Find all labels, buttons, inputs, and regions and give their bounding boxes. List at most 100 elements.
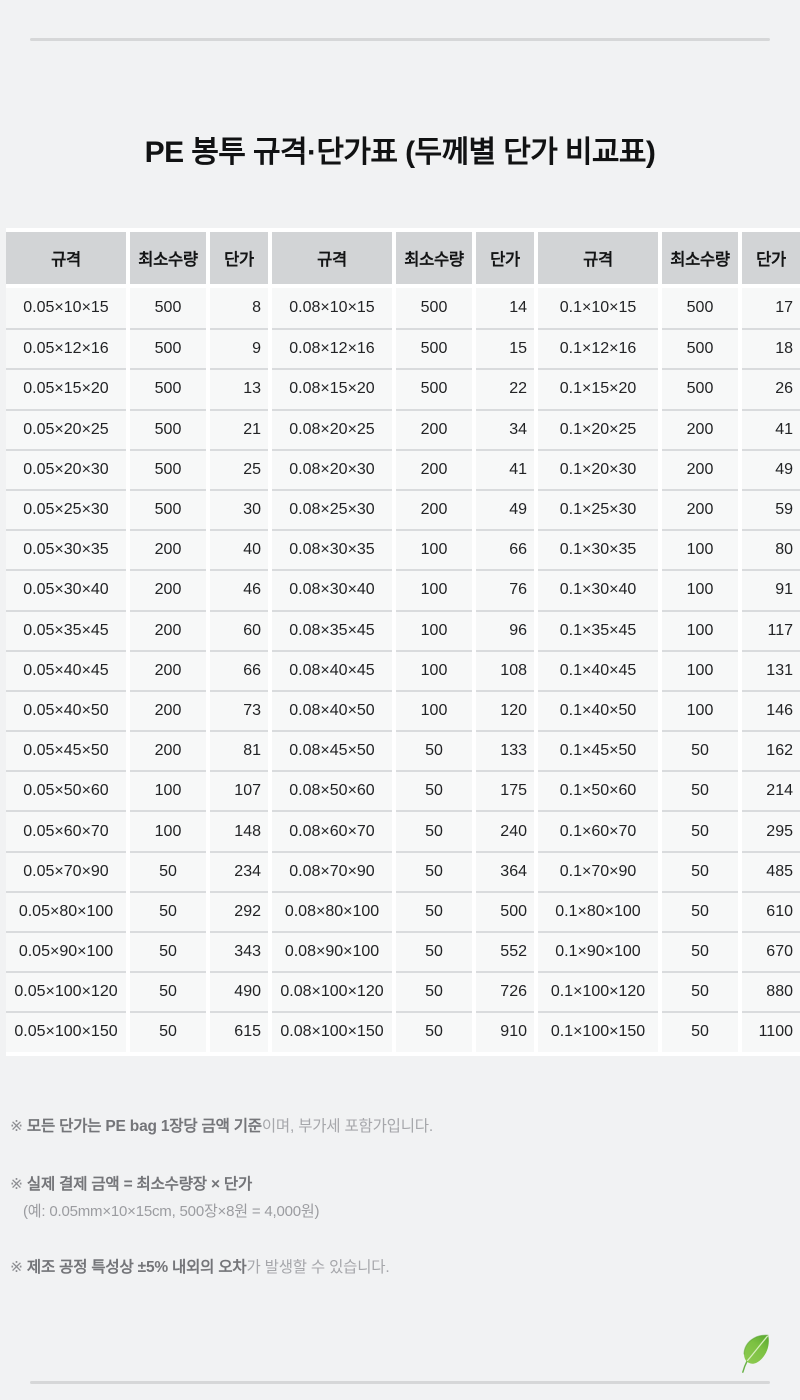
unit-price-header-cell: 단가	[476, 232, 534, 284]
spec-cell: 0.1×45×50	[538, 730, 658, 771]
price-cell: 107	[210, 770, 268, 811]
price-cell: 73	[210, 689, 268, 731]
price-cell: 214	[742, 770, 800, 811]
leaf-icon	[732, 1331, 776, 1375]
note-normal-text: 이며, 부가세 포함가입니다.	[261, 1118, 433, 1135]
min-qty-cell: 100	[396, 529, 472, 570]
spec-cell: 0.08×20×30	[272, 448, 392, 489]
price-cell: 234	[210, 850, 268, 891]
spec-cell: 0.1×30×40	[538, 569, 658, 610]
spec-cell: 0.08×12×16	[272, 328, 392, 369]
min-qty-cell: 50	[662, 890, 738, 931]
min-qty-cell: 100	[662, 609, 738, 650]
min-qty-cell: 500	[396, 328, 472, 369]
min-qty-cell: 200	[130, 649, 206, 690]
spec-cell: 0.05×90×100	[6, 931, 126, 972]
spec-cell: 0.08×70×90	[272, 850, 392, 891]
notes-section: ※ 모든 단가는 PE bag 1장당 금액 기준이며, 부가세 포함가입니다.…	[10, 1116, 730, 1279]
min-qty-cell: 200	[662, 408, 738, 449]
price-cell: 148	[210, 810, 268, 851]
min-qty-cell: 500	[130, 488, 206, 530]
spec-cell: 0.05×40×50	[6, 689, 126, 731]
price-cell: 91	[742, 569, 800, 610]
min-qty-cell: 50	[130, 1011, 206, 1052]
spec-cell: 0.08×40×45	[272, 649, 392, 690]
min-qty-cell: 100	[396, 649, 472, 690]
price-cell: 610	[742, 890, 800, 931]
min-qty-header-cell: 최소수량	[396, 232, 472, 284]
price-cell: 670	[742, 931, 800, 972]
min-qty-cell: 500	[130, 368, 206, 409]
min-qty-cell: 100	[396, 609, 472, 650]
min-qty-cell: 100	[662, 649, 738, 690]
min-qty-cell: 200	[662, 488, 738, 530]
price-cell: 295	[742, 810, 800, 851]
min-qty-cell: 50	[130, 971, 206, 1012]
min-qty-cell: 50	[130, 931, 206, 972]
spec-cell: 0.08×35×45	[272, 609, 392, 650]
price-cell: 14	[476, 288, 534, 329]
price-cell: 120	[476, 689, 534, 731]
min-qty-cell: 200	[130, 529, 206, 570]
price-cell: 240	[476, 810, 534, 851]
min-qty-cell: 100	[662, 529, 738, 570]
price-cell: 46	[210, 569, 268, 610]
min-qty-cell: 200	[396, 488, 472, 530]
min-qty-cell: 50	[130, 890, 206, 931]
price-cell: 26	[742, 368, 800, 409]
spec-cell: 0.05×40×45	[6, 649, 126, 690]
min-qty-cell: 500	[662, 328, 738, 369]
note-marker: ※	[10, 1118, 23, 1135]
note-formula-example: (예: 0.05mm×10×15cm, 500장×8원 = 4,000원)	[23, 1203, 320, 1220]
spec-cell: 0.08×100×120	[272, 971, 392, 1012]
price-cell: 552	[476, 931, 534, 972]
price-cell: 343	[210, 931, 268, 972]
note-marker: ※	[10, 1176, 23, 1193]
spec-cell: 0.08×30×40	[272, 569, 392, 610]
spec-cell: 0.05×30×35	[6, 529, 126, 570]
spec-cell: 0.1×70×90	[538, 850, 658, 891]
spec-cell: 0.08×90×100	[272, 931, 392, 972]
price-cell: 146	[742, 689, 800, 731]
min-qty-cell: 50	[130, 850, 206, 891]
table-body: 0.05×10×15 500 8 0.08×10×15 500 14 0.1×10×15 50…	[6, 288, 800, 1052]
spec-cell: 0.05×100×150	[6, 1011, 126, 1052]
unit-price-header-cell: 단가	[210, 232, 268, 284]
spec-cell: 0.1×40×45	[538, 649, 658, 690]
price-cell: 615	[210, 1011, 268, 1052]
price-cell: 30	[210, 488, 268, 530]
price-cell: 96	[476, 609, 534, 650]
price-cell: 910	[476, 1011, 534, 1052]
spec-cell: 0.1×20×25	[538, 408, 658, 449]
min-qty-cell: 50	[662, 730, 738, 771]
spec-cell: 0.08×80×100	[272, 890, 392, 931]
price-cell: 8	[210, 288, 268, 329]
spec-cell: 0.1×90×100	[538, 931, 658, 972]
price-cell: 49	[742, 448, 800, 489]
min-qty-cell: 200	[662, 448, 738, 489]
min-qty-cell: 500	[396, 368, 472, 409]
unit-price-header-cell: 단가	[742, 232, 800, 284]
page-title: PE 봉투 규격·단가표 (두께별 단가 비교표)	[144, 136, 656, 169]
price-cell: 18	[742, 328, 800, 369]
min-qty-cell: 100	[662, 689, 738, 731]
min-qty-cell: 50	[396, 1011, 472, 1052]
price-cell: 41	[476, 448, 534, 489]
spec-cell: 0.1×80×100	[538, 890, 658, 931]
min-qty-cell: 100	[396, 569, 472, 610]
spec-cell: 0.05×70×90	[6, 850, 126, 891]
spec-cell: 0.05×100×120	[6, 971, 126, 1012]
price-cell: 500	[476, 890, 534, 931]
min-qty-cell: 200	[396, 448, 472, 489]
min-qty-cell: 500	[396, 288, 472, 329]
min-qty-cell: 200	[130, 730, 206, 771]
min-qty-cell: 100	[130, 810, 206, 851]
min-qty-cell: 50	[662, 770, 738, 811]
spec-cell: 0.1×40×50	[538, 689, 658, 731]
min-qty-cell: 50	[662, 1011, 738, 1052]
spec-cell: 0.05×80×100	[6, 890, 126, 931]
min-qty-header-cell: 최소수량	[662, 232, 738, 284]
min-qty-cell: 50	[662, 971, 738, 1012]
price-cell: 22	[476, 368, 534, 409]
note-tolerance: ※ 제조 공정 특성상 ±5% 내외의 오차가 발생할 수 있습니다.	[10, 1257, 730, 1279]
